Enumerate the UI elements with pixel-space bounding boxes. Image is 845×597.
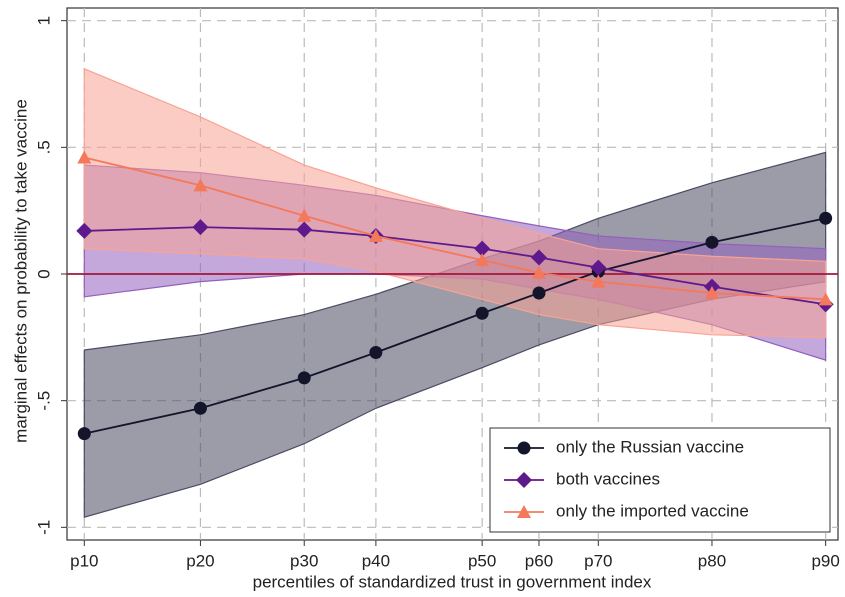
y-tick-label: -.5	[34, 391, 53, 411]
x-tick-label: p10	[70, 551, 98, 570]
marker	[77, 150, 92, 164]
marker	[532, 286, 546, 300]
marker	[76, 222, 93, 239]
marker	[591, 274, 606, 288]
confidence-band	[83, 67, 827, 338]
legend-marker	[517, 505, 531, 518]
marker	[192, 219, 209, 236]
marker	[369, 346, 383, 360]
marker	[77, 427, 91, 441]
marker	[297, 208, 312, 222]
x-tick-label: p40	[362, 551, 390, 570]
y-tick-label: .5	[34, 140, 53, 154]
legend-label: both vaccines	[556, 469, 660, 488]
x-tick-label: p70	[584, 551, 612, 570]
marker	[475, 253, 490, 267]
marker	[297, 371, 311, 385]
y-tick-label: 1	[34, 16, 53, 25]
marker	[193, 178, 208, 192]
marker	[193, 401, 207, 415]
x-tick-label: p30	[290, 551, 318, 570]
legend-marker	[517, 441, 531, 455]
marker	[475, 306, 489, 320]
legend-label: only the imported vaccine	[556, 501, 749, 520]
marker	[530, 249, 547, 266]
y-tick-label: 0	[34, 269, 53, 278]
legend-box	[489, 427, 831, 533]
x-tick-label: p90	[811, 551, 839, 570]
marker	[368, 229, 383, 242]
x-tick-label: p50	[468, 551, 496, 570]
x-tick-label: p60	[525, 551, 553, 570]
marker	[296, 221, 313, 238]
marker	[474, 240, 491, 257]
marker	[818, 292, 833, 306]
x-axis-label: percentiles of standardized trust in gov…	[253, 572, 652, 591]
legend-marker	[516, 472, 532, 488]
marker	[531, 265, 546, 279]
marker	[705, 235, 719, 249]
x-tick-label: p20	[186, 551, 214, 570]
x-tick-label: p80	[698, 551, 726, 570]
legend-label: only the Russian vaccine	[556, 437, 744, 456]
marker	[819, 211, 833, 225]
y-tick-label: -1	[34, 520, 53, 535]
y-axis-label: marginal effects on probability to take …	[11, 99, 30, 443]
marker	[704, 286, 719, 299]
marker	[590, 259, 607, 276]
